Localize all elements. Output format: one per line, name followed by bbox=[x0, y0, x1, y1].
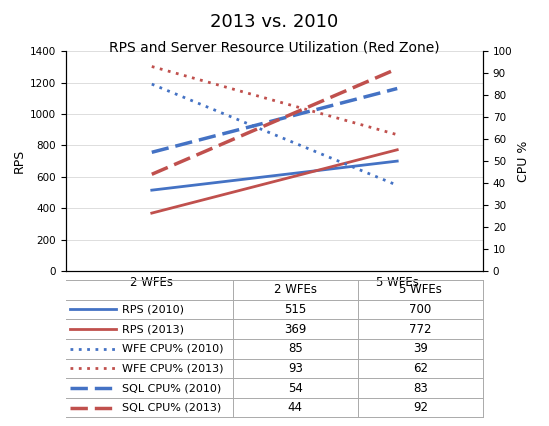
Text: 39: 39 bbox=[413, 342, 428, 355]
Text: 369: 369 bbox=[284, 322, 306, 336]
Text: 515: 515 bbox=[284, 303, 306, 316]
Text: 83: 83 bbox=[413, 382, 428, 394]
Text: 54: 54 bbox=[288, 382, 303, 394]
Y-axis label: RPS: RPS bbox=[13, 149, 26, 173]
Text: 44: 44 bbox=[288, 401, 303, 414]
Text: 62: 62 bbox=[413, 362, 428, 375]
Text: 93: 93 bbox=[288, 362, 303, 375]
Text: WFE CPU% (2013): WFE CPU% (2013) bbox=[122, 363, 223, 373]
Text: 2 WFEs: 2 WFEs bbox=[274, 283, 317, 296]
Text: 2013 vs. 2010: 2013 vs. 2010 bbox=[210, 13, 339, 31]
Text: 85: 85 bbox=[288, 342, 302, 355]
Text: SQL CPU% (2013): SQL CPU% (2013) bbox=[122, 403, 221, 413]
Text: RPS and Server Resource Utilization (Red Zone): RPS and Server Resource Utilization (Red… bbox=[109, 40, 440, 55]
Text: RPS (2013): RPS (2013) bbox=[122, 324, 184, 334]
Y-axis label: CPU %: CPU % bbox=[517, 141, 530, 182]
Text: 5 WFEs: 5 WFEs bbox=[399, 283, 442, 296]
Text: 772: 772 bbox=[410, 322, 432, 336]
Text: 700: 700 bbox=[410, 303, 432, 316]
Text: 92: 92 bbox=[413, 401, 428, 414]
Text: SQL CPU% (2010): SQL CPU% (2010) bbox=[122, 383, 221, 393]
Text: WFE CPU% (2010): WFE CPU% (2010) bbox=[122, 344, 223, 354]
Text: RPS (2010): RPS (2010) bbox=[122, 305, 184, 314]
